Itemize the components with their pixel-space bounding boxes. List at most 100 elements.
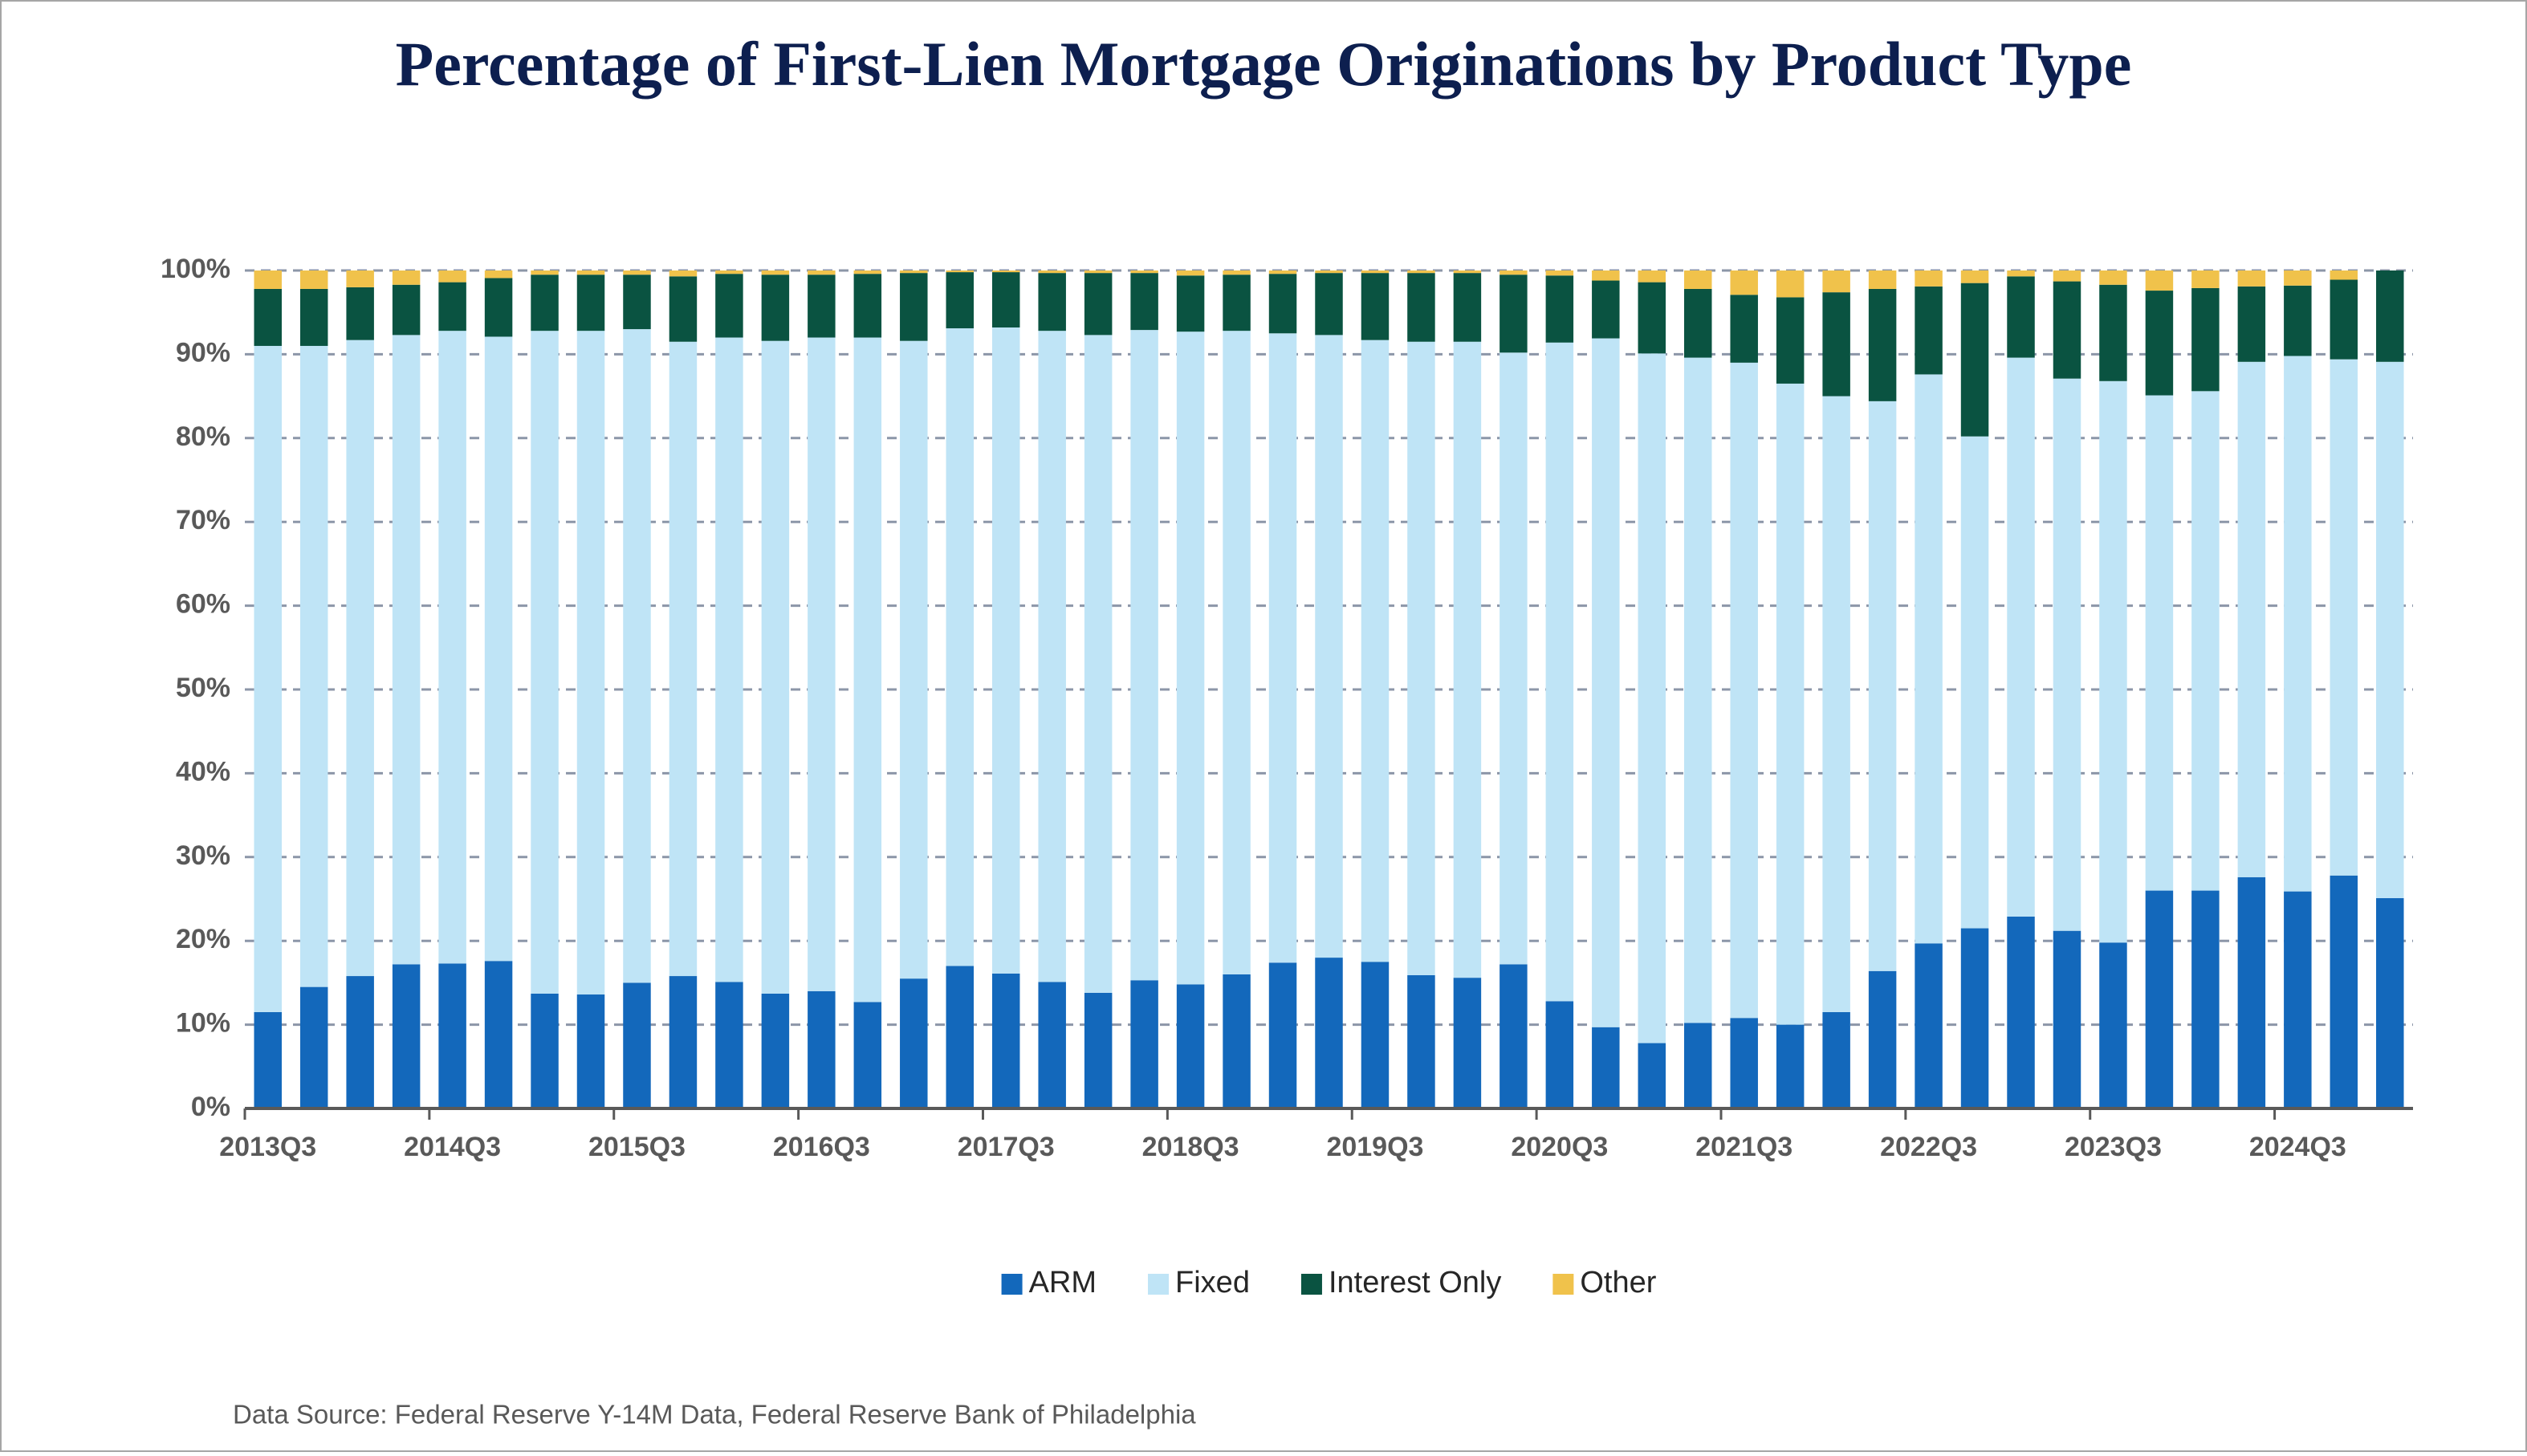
bar-segment: [438, 331, 466, 964]
bar-segment: [1545, 1001, 1574, 1108]
bar-segment: [2191, 270, 2220, 288]
bar-segment: [2099, 270, 2127, 285]
bar-segment: [1361, 340, 1390, 962]
bar-segment: [1684, 270, 1712, 289]
bar-segment: [715, 270, 743, 275]
bar-segment: [1084, 270, 1113, 274]
bar-segment: [1130, 980, 1158, 1108]
bar-segment: [991, 327, 1020, 974]
bar-segment: [2284, 270, 2312, 286]
bar-segment: [1176, 984, 1205, 1108]
bar-segment: [1776, 1024, 1805, 1108]
bar-segment: [484, 278, 513, 337]
bar-segment: [2145, 291, 2174, 396]
bar-segment: [1176, 331, 1205, 985]
legend-label: ARM: [1029, 1266, 1097, 1299]
bar-segment: [1960, 928, 1989, 1108]
bar-segment: [1868, 970, 1897, 1108]
bar-segment: [1407, 273, 1435, 342]
bar-segment: [946, 966, 974, 1108]
bar-segment: [623, 982, 651, 1108]
x-tick-label: 2018Q3: [1142, 1132, 1239, 1162]
bar-segment: [2099, 284, 2127, 381]
bar-segment: [1223, 331, 1251, 974]
bar-segment: [1545, 270, 1574, 276]
bar-segment: [1592, 270, 1620, 281]
bar-segment: [531, 993, 559, 1108]
bar-segment: [1822, 396, 1850, 1012]
bar-segment: [1684, 357, 1712, 1023]
bar-segment: [946, 328, 974, 966]
bar-segment: [2099, 380, 2127, 943]
bar-segment: [576, 994, 605, 1108]
bar-segment: [991, 973, 1020, 1108]
y-tick-label: 40%: [176, 756, 230, 787]
bar-segment: [1868, 401, 1897, 971]
bar-segment: [2053, 270, 2081, 282]
bar-segment: [1315, 270, 1343, 274]
bar-segment: [808, 990, 836, 1108]
bar-segment: [2191, 287, 2220, 392]
bar-segment: [576, 270, 605, 275]
bar-segment: [2237, 876, 2266, 1108]
bar-segment: [808, 275, 836, 338]
bar-segment: [346, 287, 374, 340]
bar-segment: [1822, 270, 1850, 293]
bar-segment: [2330, 270, 2358, 280]
bar-segment: [484, 961, 513, 1108]
legend-swatch: [1148, 1274, 1170, 1295]
bar-segment: [761, 340, 790, 994]
bar-segment: [1268, 274, 1297, 334]
bar-segment: [299, 345, 328, 987]
bar-segment: [1500, 270, 1528, 275]
x-tick-label: 2015Q3: [588, 1132, 686, 1162]
bar-segment: [2330, 875, 2358, 1108]
bar-segment: [438, 270, 466, 283]
bar-segment: [299, 288, 328, 346]
bar-segment: [438, 282, 466, 331]
bar-segment: [761, 993, 790, 1108]
bar-segment: [2376, 270, 2404, 362]
bar-segment: [1223, 275, 1251, 331]
bar-segment: [2145, 890, 2174, 1108]
bar-segment: [2007, 357, 2035, 917]
legend-swatch: [1300, 1274, 1322, 1295]
chart-title: Percentage of First-Lien Mortgage Origin…: [396, 29, 2132, 99]
bar-segment: [1776, 297, 1805, 384]
bar-segment: [669, 276, 698, 342]
x-tick-label: 2017Q3: [958, 1132, 1055, 1162]
bar-segment: [761, 270, 790, 275]
bar-segment: [1223, 974, 1251, 1108]
bar-segment: [1038, 331, 1066, 982]
x-tick-label: 2020Q3: [1511, 1132, 1608, 1162]
bar-segment: [392, 270, 421, 285]
legend-label: Interest Only: [1329, 1266, 1501, 1299]
bar-segment: [2330, 359, 2358, 876]
bar-segment: [1868, 270, 1897, 289]
bar-segment: [299, 986, 328, 1108]
bar-segment: [2191, 391, 2220, 891]
y-tick-label: 60%: [176, 589, 230, 620]
bar-segment: [1315, 273, 1343, 336]
bar-segment: [853, 270, 882, 275]
bar-segment: [623, 270, 651, 275]
bar-segment: [1130, 330, 1158, 981]
x-tick-label: 2014Q3: [404, 1132, 501, 1162]
legend-label: Other: [1580, 1266, 1656, 1299]
bar-segment: [1915, 286, 1943, 375]
bar-segment: [808, 270, 836, 275]
bar-segment: [576, 331, 605, 995]
x-tick-label: 2022Q3: [1880, 1132, 1977, 1162]
bar-segment: [1407, 270, 1435, 274]
bar-segment: [715, 337, 743, 982]
y-tick-label: 30%: [176, 840, 230, 871]
bar-segment: [2376, 897, 2404, 1108]
bar-segment: [1038, 270, 1066, 274]
bar-segment: [1592, 338, 1620, 1027]
bar-segment: [946, 270, 974, 273]
bar-segment: [254, 345, 282, 1012]
bar-segment: [299, 270, 328, 289]
bar-segment: [1176, 270, 1205, 276]
bar-segment: [2007, 276, 2035, 358]
